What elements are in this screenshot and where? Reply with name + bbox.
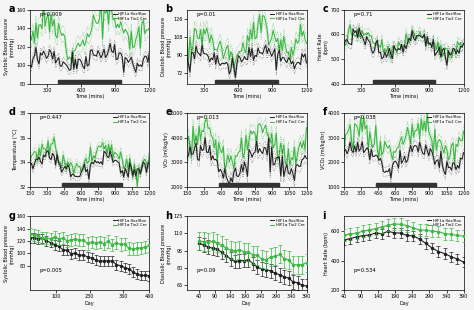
Text: p=0.013: p=0.013 [197, 115, 219, 120]
Text: p=0.447: p=0.447 [39, 115, 63, 120]
Legend: HIF1α flox/flox, HIF1α Tie2 Cre: HIF1α flox/flox, HIF1α Tie2 Cre [427, 115, 462, 124]
X-axis label: Time (mins): Time (mins) [232, 197, 261, 202]
Legend: HIF1α flox/flox, HIF1α Tie2 Cre: HIF1α flox/flox, HIF1α Tie2 Cre [112, 12, 147, 21]
X-axis label: Time (mins): Time (mins) [389, 94, 419, 99]
Text: p=0.01: p=0.01 [197, 12, 216, 17]
Text: p=0.71: p=0.71 [354, 12, 373, 17]
X-axis label: Time (mins): Time (mins) [75, 197, 104, 202]
Legend: HIF1α flox/flox, HIF1α Tie2 Cre: HIF1α flox/flox, HIF1α Tie2 Cre [427, 12, 462, 21]
X-axis label: Time (mins): Time (mins) [75, 94, 104, 99]
Text: b: b [165, 4, 173, 14]
Text: p=0.038: p=0.038 [354, 115, 376, 120]
Bar [215, 80, 278, 84]
Bar [58, 80, 121, 84]
Y-axis label: Diastolic Blood pressure
(mmHg): Diastolic Blood pressure (mmHg) [161, 17, 172, 76]
Legend: HIF1α flox/flox, HIF1α Tie2 Cre: HIF1α flox/flox, HIF1α Tie2 Cre [112, 115, 147, 124]
Legend: HIF1α flox/flox, HIF1α Tie2 Cre: HIF1α flox/flox, HIF1α Tie2 Cre [269, 12, 305, 21]
X-axis label: Day: Day [242, 301, 252, 306]
X-axis label: Day: Day [399, 301, 409, 306]
Legend: HIF1α flox/flox, HIF1α Tie2 Cre: HIF1α flox/flox, HIF1α Tie2 Cre [269, 218, 305, 228]
Text: p=0.534: p=0.534 [354, 268, 376, 273]
Text: d: d [9, 107, 15, 117]
Text: e: e [165, 107, 172, 117]
Text: h: h [165, 210, 173, 220]
Text: i: i [322, 210, 326, 220]
X-axis label: Time (mins): Time (mins) [389, 197, 419, 202]
Y-axis label: Systolic Blood pressure
(mmHg): Systolic Blood pressure (mmHg) [4, 18, 15, 75]
Text: p=0.009: p=0.009 [39, 12, 63, 17]
X-axis label: Day: Day [85, 301, 94, 306]
Legend: HIF1α flox/flox, HIF1α Tie2 Cre: HIF1α flox/flox, HIF1α Tie2 Cre [427, 218, 462, 228]
Y-axis label: Diastolic Blood pressure
(mmHg): Diastolic Blood pressure (mmHg) [161, 224, 172, 283]
Bar [376, 183, 436, 187]
Y-axis label: Heart Rate
(bpm): Heart Rate (bpm) [319, 33, 329, 60]
Text: p=0.005: p=0.005 [39, 268, 63, 273]
Y-axis label: VO₂ (ml/kg/hr): VO₂ (ml/kg/hr) [164, 133, 169, 167]
Bar [219, 183, 279, 187]
Text: c: c [322, 4, 328, 14]
Y-axis label: VCO₂ (ml/kg/hr): VCO₂ (ml/kg/hr) [321, 131, 326, 169]
Text: f: f [322, 107, 327, 117]
Bar [62, 183, 122, 187]
Text: p=0.09: p=0.09 [197, 268, 216, 273]
Y-axis label: Temperature (°C): Temperature (°C) [13, 129, 18, 171]
Y-axis label: Systolic Blood pressure
(mmHg): Systolic Blood pressure (mmHg) [4, 225, 15, 282]
Legend: HIF1α flox/flox, HIF1α Tie2 Cre: HIF1α flox/flox, HIF1α Tie2 Cre [269, 115, 305, 124]
Legend: HIF1α flox/flox, HIF1α Tie2 Cre: HIF1α flox/flox, HIF1α Tie2 Cre [112, 218, 147, 228]
X-axis label: Time (mins): Time (mins) [232, 94, 261, 99]
Bar [373, 80, 435, 84]
Text: a: a [9, 4, 15, 14]
Y-axis label: Heart Rate (bpm): Heart Rate (bpm) [324, 232, 329, 275]
Text: g: g [9, 210, 15, 220]
